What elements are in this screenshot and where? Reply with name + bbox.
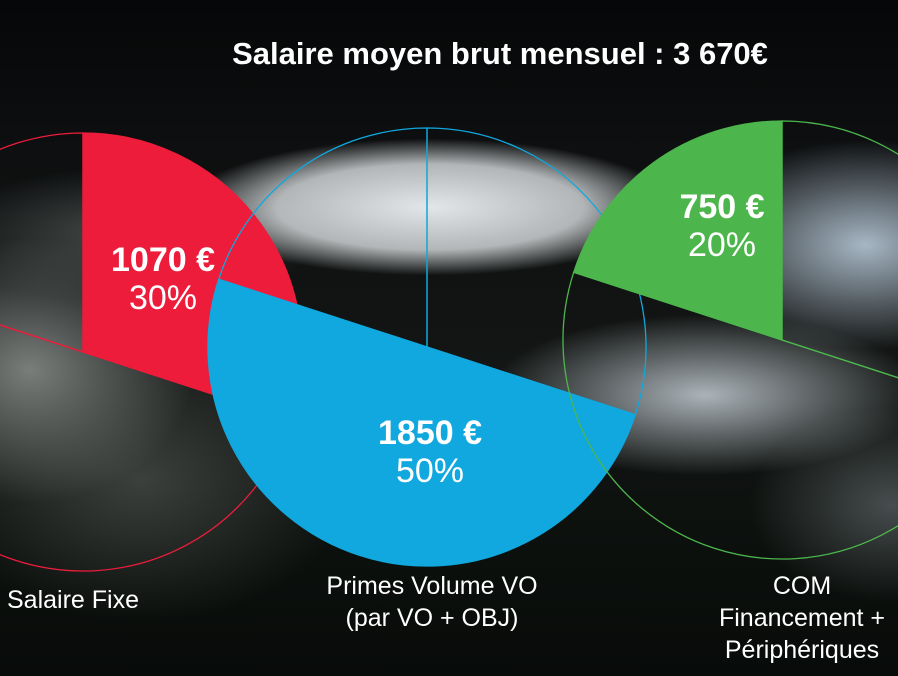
value-label-salaire-fixe: 1070 € 30% [111,241,215,317]
value-label-primes: 1850 € 50% [378,414,482,490]
slice-50-outline-red [0,324,293,572]
value-pct-primes: 50% [395,452,465,490]
caption-primes-line2: (par VO + OBJ) [345,604,519,632]
slice-com-filled [572,120,783,341]
slice-30-outline-green [781,120,898,379]
value-pct-com: 20% [687,226,757,264]
slice-primes-filled [207,278,637,567]
value-label-com: 750 € 20% [679,188,764,264]
pie-com-financement [562,120,898,560]
caption-com-line3: Périphériques [724,636,880,664]
caption-primes: Primes Volume VO (par VO + OBJ) [326,570,537,634]
chart-title: Salaire moyen brut mensuel : 3 670€ [232,36,768,71]
value-pct-salaire-fixe: 30% [128,279,198,317]
slice-50-outline-green [562,271,898,560]
value-eur-primes: 1850 € [378,414,482,452]
pie-primes-volume-vo [207,127,647,567]
slice-20-outline-red [0,132,84,353]
caption-com-line1: COM [772,572,832,600]
value-eur-salaire-fixe: 1070 € [111,241,215,279]
slice-20-outline-blue [217,127,428,348]
caption-com-line2: Financement + [718,604,886,632]
value-eur-com: 750 € [679,188,765,226]
caption-primes-line1: Primes Volume VO [326,572,538,600]
caption-salaire-fixe: Salaire Fixe [7,586,139,614]
caption-com: COM Financement + Périphériques [719,570,885,666]
